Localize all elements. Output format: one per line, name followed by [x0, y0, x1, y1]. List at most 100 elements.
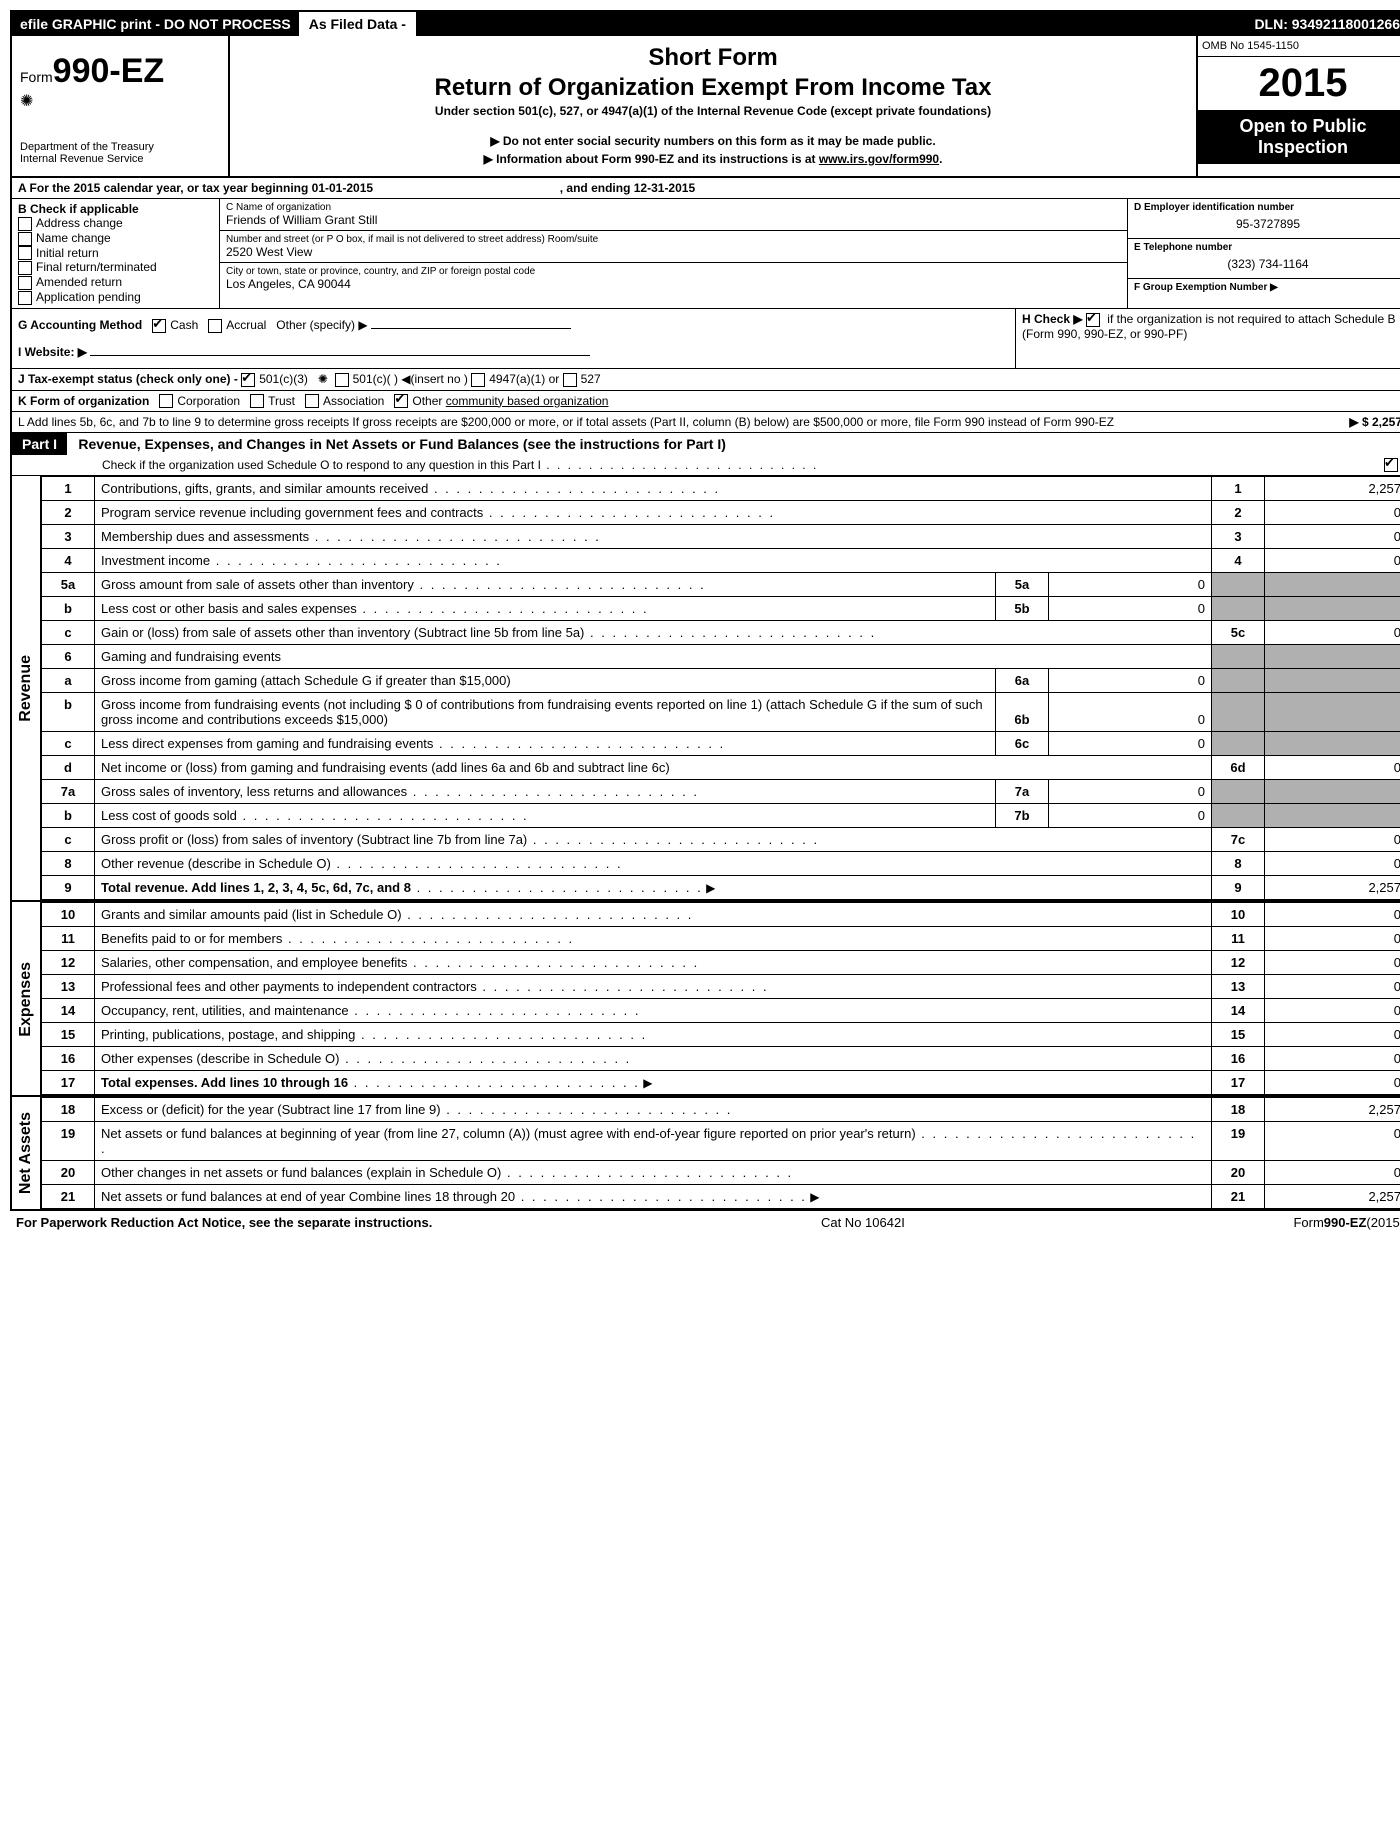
g-accrual: Accrual	[226, 318, 266, 332]
line-7a-sn: 7a	[996, 780, 1049, 803]
j-527: 527	[581, 372, 601, 386]
header-left: Form990-EZ ✺ Department of the Treasury …	[12, 36, 230, 176]
line-21-n: 21	[1212, 1185, 1265, 1209]
line-21-num: 21	[42, 1185, 95, 1209]
line-6a-sv: 0	[1049, 669, 1212, 692]
chk-amended-return[interactable]	[18, 276, 32, 290]
chk-501c[interactable]	[335, 373, 349, 387]
e-value: (323) 734-1164	[1134, 253, 1400, 275]
c-street-label: Number and street (or P O box, if mail i…	[226, 234, 1121, 245]
footer-right-form: 990-EZ	[1324, 1215, 1367, 1230]
part1-check-text: Check if the organization used Schedule …	[102, 458, 1374, 472]
line-17-desc: Total expenses. Add lines 10 through 16	[101, 1075, 348, 1090]
line-5a-sn: 5a	[996, 573, 1049, 596]
line-7b-shade-n	[1212, 804, 1265, 828]
chk-initial-return[interactable]	[18, 246, 32, 260]
line-10-num: 10	[42, 903, 95, 927]
line-4-val: 0	[1265, 549, 1400, 573]
k-assoc: Association	[323, 394, 384, 408]
j-501c3: 501(c)(3)	[259, 372, 308, 386]
side-label-revenue: Revenue	[15, 655, 37, 722]
line-12-num: 12	[42, 951, 95, 975]
line-11-desc: Benefits paid to or for members	[95, 927, 1212, 951]
line-14-val: 0	[1265, 999, 1400, 1023]
chk-assoc[interactable]	[305, 394, 319, 408]
line-5a-shade-n	[1212, 573, 1265, 597]
line-5c-desc: Gain or (loss) from sale of assets other…	[95, 621, 1212, 645]
line-18-desc: Excess or (deficit) for the year (Subtra…	[95, 1098, 1212, 1122]
line-16-val: 0	[1265, 1047, 1400, 1071]
chk-cash[interactable]	[152, 319, 166, 333]
line-19-n: 19	[1212, 1122, 1265, 1161]
line-5b-shade-v	[1265, 597, 1400, 621]
chk-final-return[interactable]	[18, 261, 32, 275]
line-6b-sv: 0	[1049, 693, 1212, 731]
open-line-1: Open to Public	[1239, 116, 1366, 136]
chk-other-org[interactable]	[394, 394, 408, 408]
line-14-n: 14	[1212, 999, 1265, 1023]
omb-no: OMB No 1545-1150	[1198, 36, 1400, 57]
line-6c-sn: 6c	[996, 732, 1049, 755]
line-13-desc: Professional fees and other payments to …	[95, 975, 1212, 999]
line-11-val: 0	[1265, 927, 1400, 951]
line-3-num: 3	[42, 525, 95, 549]
line-5a-shade-v	[1265, 573, 1400, 597]
chk-name-change[interactable]	[18, 232, 32, 246]
line-17-val: 0	[1265, 1071, 1400, 1095]
chk-application-pending[interactable]	[18, 291, 32, 305]
line-7a-sv: 0	[1049, 780, 1212, 803]
expenses-table: 10Grants and similar amounts paid (list …	[42, 902, 1400, 1095]
line-16-n: 16	[1212, 1047, 1265, 1071]
line-11-n: 11	[1212, 927, 1265, 951]
b-item-4: Amended return	[36, 275, 122, 289]
chk-501c3[interactable]	[241, 373, 255, 387]
line-5a-num: 5a	[42, 573, 95, 597]
line-19-desc: Net assets or fund balances at beginning…	[95, 1122, 1212, 1161]
chk-527[interactable]	[563, 373, 577, 387]
part1-header: Part I Revenue, Expenses, and Changes in…	[12, 433, 1400, 476]
line-6c-shade-n	[1212, 732, 1265, 756]
line-6c-sv: 0	[1049, 732, 1212, 755]
irs-link[interactable]: www.irs.gov/form990	[819, 152, 939, 166]
chk-4947[interactable]	[471, 373, 485, 387]
line-15-num: 15	[42, 1023, 95, 1047]
section-h: H Check ▶ if the organization is not req…	[1016, 309, 1400, 368]
a-ending: , and ending 12-31-2015	[560, 181, 695, 195]
line-9-val: 2,257	[1265, 876, 1400, 900]
line-2-val: 0	[1265, 501, 1400, 525]
line-17-n: 17	[1212, 1071, 1265, 1095]
line-6a-shade-v	[1265, 669, 1400, 693]
line-6a-desc: Gross income from gaming (attach Schedul…	[95, 669, 996, 692]
line-16-num: 16	[42, 1047, 95, 1071]
line-17-desc-wrap: Total expenses. Add lines 10 through 16	[95, 1071, 1212, 1095]
line-6c-shade-v	[1265, 732, 1400, 756]
l-text: L Add lines 5b, 6c, and 7b to line 9 to …	[18, 415, 1114, 429]
b-label: B Check if applicable	[18, 202, 213, 216]
line-4-n: 4	[1212, 549, 1265, 573]
line-20-val: 0	[1265, 1161, 1400, 1185]
chk-accrual[interactable]	[208, 319, 222, 333]
chk-schedule-b[interactable]	[1086, 313, 1100, 327]
line-7a-shade-n	[1212, 780, 1265, 804]
f-label: F Group Exemption Number ▶	[1134, 282, 1400, 293]
line-16-desc: Other expenses (describe in Schedule O)	[95, 1047, 1212, 1071]
section-c: C Name of organization Friends of Willia…	[220, 199, 1128, 308]
chk-trust[interactable]	[250, 394, 264, 408]
dept-treasury: Department of the Treasury	[20, 141, 220, 153]
line-8-n: 8	[1212, 852, 1265, 876]
chk-corp[interactable]	[159, 394, 173, 408]
dept-irs: Internal Revenue Service	[20, 153, 220, 165]
chk-address-change[interactable]	[18, 217, 32, 231]
line-9-n: 9	[1212, 876, 1265, 900]
row-k: K Form of organization Corporation Trust…	[12, 391, 1400, 413]
j-4947: 4947(a)(1) or	[489, 372, 559, 386]
chk-schedule-o[interactable]	[1384, 458, 1398, 472]
line-14-num: 14	[42, 999, 95, 1023]
line-7c-val: 0	[1265, 828, 1400, 852]
k-other-lbl: Other	[412, 394, 442, 408]
row-j: J Tax-exempt status (check only one) - 5…	[12, 369, 1400, 391]
line-5b-sv: 0	[1049, 597, 1212, 620]
line-17-num: 17	[42, 1071, 95, 1095]
line-10-val: 0	[1265, 903, 1400, 927]
line-6b-sn: 6b	[996, 693, 1049, 731]
